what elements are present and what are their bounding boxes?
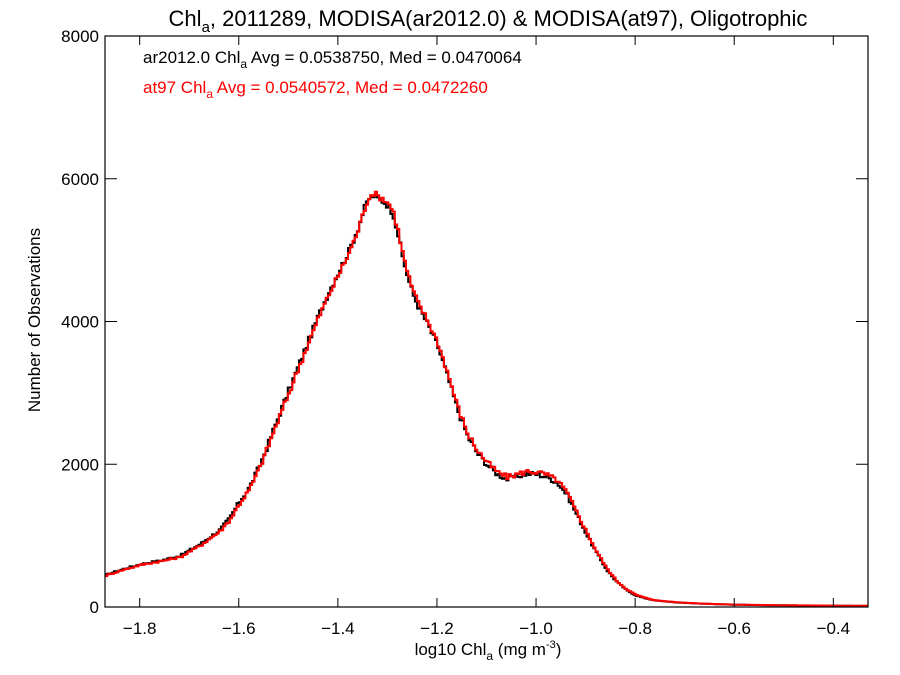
x-axis-label-sub: a [486, 649, 493, 663]
x-axis-label-end: ) [556, 640, 562, 659]
annotation-ar2012-pre: ar2012.0 Chl [143, 48, 240, 67]
plot-frame [104, 35, 869, 608]
plot-series-group [105, 190, 868, 607]
y-tick-label: 8000 [61, 27, 99, 46]
annotation-at97: at97 Chla Avg = 0.0540572, Med = 0.04722… [143, 78, 488, 101]
annotation-ar2012-post: Avg = 0.0538750, Med = 0.0470064 [247, 48, 522, 67]
x-tick-label: −1.8 [123, 619, 157, 638]
histogram-series-2 [105, 190, 868, 607]
y-axis-label: Number of Observations [25, 228, 44, 412]
x-tick-label: −1.4 [321, 619, 355, 638]
x-axis-label-sup: -3 [546, 639, 556, 651]
x-tick-label: −0.4 [817, 619, 851, 638]
annotation-ar2012-sub: a [240, 57, 247, 71]
x-tick-label: −1.0 [519, 619, 553, 638]
histogram-series-1 [105, 193, 868, 607]
x-tick-label: −0.8 [618, 619, 652, 638]
x-tick-label: −0.6 [717, 619, 751, 638]
x-axis-label: log10 Chla (mg m-3) [415, 639, 562, 663]
x-tick-label: −1.2 [420, 619, 454, 638]
x-axis-label-post: (mg m [493, 640, 546, 659]
annotation-at97-post: Avg = 0.0540572, Med = 0.0472260 [213, 78, 488, 97]
axis-ticks-group: −1.8 −1.6 −1.4 −1.2 −1.0 −0.8 −0.6 −0.4 0 2000 400… [61, 27, 868, 638]
x-tick-label: −1.6 [222, 619, 256, 638]
x-axis-label-pre: log10 Chl [415, 640, 487, 659]
annotation-at97-sub: a [206, 87, 213, 101]
chart-title-pre: Chl [169, 6, 202, 31]
y-tick-label: 6000 [61, 170, 99, 189]
annotation-at97-pre: at97 Chl [143, 78, 206, 97]
chart-title-post: , 2011289, MODISA(ar2012.0) & MODISA(at9… [210, 6, 808, 31]
y-tick-label: 4000 [61, 313, 99, 332]
chart-title: Chla, 2011289, MODISA(ar2012.0) & MODISA… [169, 6, 808, 36]
y-tick-label: 0 [90, 598, 99, 617]
y-tick-label: 2000 [61, 455, 99, 474]
annotation-ar2012: ar2012.0 Chla Avg = 0.0538750, Med = 0.0… [143, 48, 522, 71]
chart-title-sub: a [202, 19, 211, 36]
